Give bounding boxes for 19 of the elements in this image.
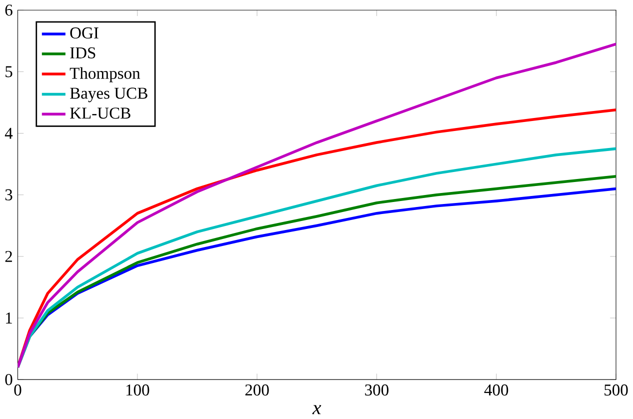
x-tick-label: 400 — [484, 384, 508, 396]
legend-label: Bayes UCB — [70, 88, 148, 102]
y-tick-label: 0 — [5, 374, 12, 386]
y-tick-label: 1 — [6, 312, 12, 324]
y-tick-label: 5 — [6, 66, 12, 78]
x-tick-label: 0 — [14, 384, 22, 396]
x-axis-title: x — [312, 405, 322, 414]
legend-label: OGI — [70, 28, 98, 39]
y-tick-label: 3 — [5, 189, 12, 201]
y-tick-label: 2 — [5, 251, 12, 262]
legend-label: KL-UCB — [70, 108, 130, 119]
y-tick-label: 6 — [5, 4, 12, 16]
x-tick-label: 500 — [604, 384, 628, 396]
legend-label: IDS — [70, 47, 96, 59]
x-tick-label: 200 — [245, 384, 269, 396]
x-tick-label: 100 — [126, 384, 150, 396]
y-tick-label: 4 — [4, 128, 13, 139]
x-tick-label: 300 — [365, 384, 388, 396]
legend-label: Thompson — [70, 67, 140, 82]
